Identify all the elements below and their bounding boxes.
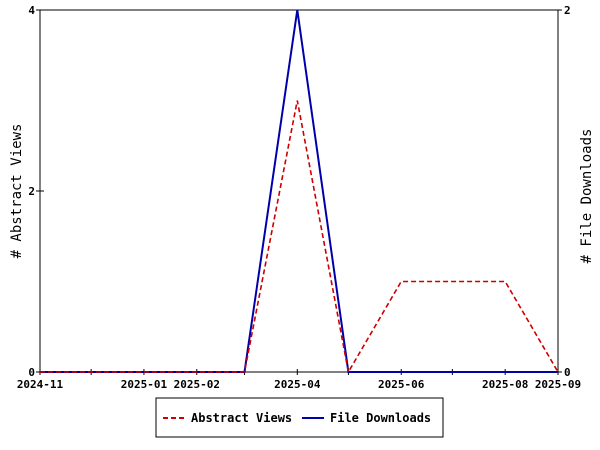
y-left-tick-label: 0 bbox=[28, 366, 35, 379]
y-right-tick-label: 0 bbox=[564, 366, 571, 379]
x-tick-label: 2025-08 bbox=[482, 378, 528, 391]
y-left-tick-label: 2 bbox=[28, 185, 35, 198]
y-left-axis-title: # Abstract Views bbox=[9, 124, 25, 259]
legend-label-abstract-views: Abstract Views bbox=[191, 411, 292, 425]
y-right-axis-title: # File Downloads bbox=[579, 129, 595, 264]
tick-labels: 2024-11 2025-01 2025-02 2025-04 2025-06 2025-… bbox=[17, 4, 581, 391]
x-tick-label: 2025-06 bbox=[378, 378, 425, 391]
series-line-file-downloads bbox=[40, 9, 558, 373]
y-right-tick-label: 2 bbox=[564, 4, 571, 17]
x-tick-label: 2025-09 bbox=[535, 378, 581, 391]
x-tick-label: 2025-01 bbox=[121, 378, 168, 391]
axes bbox=[36, 9, 562, 375]
legend: Abstract Views File Downloads bbox=[155, 397, 444, 438]
x-tick-label: 2025-02 bbox=[174, 378, 220, 391]
series-line-abstract-views bbox=[40, 100, 559, 375]
y-left-tick-label: 4 bbox=[28, 4, 35, 17]
x-tick-label: 2025-04 bbox=[274, 378, 321, 391]
series-group bbox=[40, 9, 559, 375]
legend-label-file-downloads: File Downloads bbox=[330, 411, 431, 425]
plot-frame bbox=[39, 9, 559, 373]
legend-box bbox=[155, 397, 444, 438]
x-tick-label: 2024-11 bbox=[17, 378, 64, 391]
